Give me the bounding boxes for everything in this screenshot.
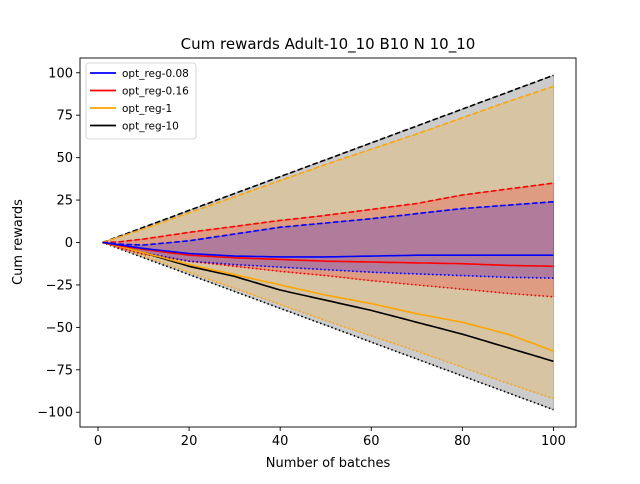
- legend: opt_reg-0.08 opt_reg-0.16 opt_reg-1 opt_reg…: [85, 62, 197, 140]
- y-tick-label: 75: [56, 109, 73, 124]
- upper-bound-opt_reg-10: [102, 74, 554, 244]
- y-tick-label: 0: [65, 236, 73, 251]
- x-tick-label: 40: [272, 434, 289, 449]
- mean-line-opt_reg-0.16: [102, 241, 554, 268]
- y-tick-label: −50: [46, 321, 73, 336]
- series-lines: [102, 74, 554, 411]
- x-tick-label: 60: [363, 434, 380, 449]
- upper-bound-opt_reg-0.16: [102, 182, 554, 244]
- y-tick-label: 25: [56, 194, 73, 209]
- confidence-bands: [101, 74, 554, 411]
- legend-box: [85, 62, 197, 140]
- x-tick-label: 100: [541, 434, 566, 449]
- chart-title: Cum rewards Adult-10_10 B10 N 10_10: [181, 35, 476, 54]
- mean-line-opt_reg-0.08: [102, 241, 554, 258]
- legend-label: opt_reg-10: [122, 120, 179, 132]
- x-tick-label: 0: [94, 434, 102, 449]
- x-tick-label: 20: [181, 434, 198, 449]
- legend-label: opt_reg-0.16: [122, 85, 189, 97]
- lower-bound-opt_reg-10: [102, 241, 554, 411]
- x-axis-label: Number of batches: [266, 456, 391, 471]
- x-tick-label: 80: [454, 434, 471, 449]
- band-opt_reg-1: [101, 85, 554, 400]
- y-tick-label: −25: [46, 278, 73, 293]
- legend-label: opt_reg-1: [122, 103, 172, 115]
- upper-bound-opt_reg-0.08: [102, 201, 554, 246]
- y-tick-label: −100: [37, 406, 73, 421]
- lower-bound-opt_reg-0.08: [102, 241, 554, 279]
- legend-label: opt_reg-0.08: [122, 68, 189, 80]
- mean-line-opt_reg-10: [102, 241, 554, 363]
- y-tick-label: 50: [56, 151, 73, 166]
- axes: 0 20 40 60 80 100 −100 −75 −50 −25 0 25 50 75 100: [37, 57, 577, 449]
- mean-line-opt_reg-1: [102, 241, 554, 352]
- y-axis-label: Cum rewards: [11, 199, 26, 285]
- y-tick-label: 100: [48, 66, 73, 81]
- y-tick-label: −75: [46, 363, 73, 378]
